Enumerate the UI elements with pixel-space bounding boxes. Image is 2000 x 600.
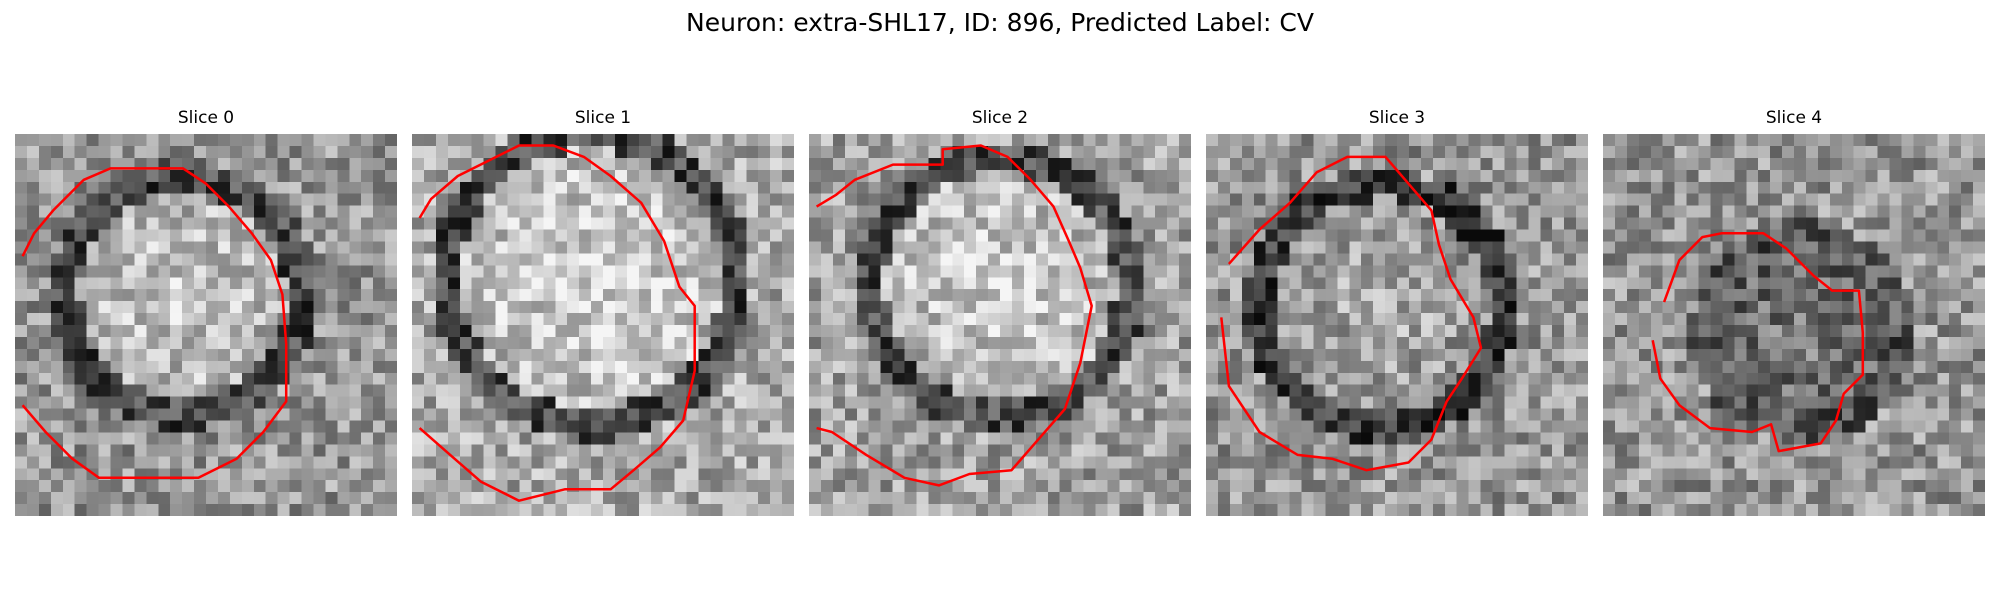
segmentation-contour [1651,232,1865,453]
slice-title-1: Slice 1 [574,108,632,128]
slice-panel-3: Slice 3 [1206,108,1588,516]
pixel-grid [1206,134,1588,516]
slice-title-2: Slice 2 [971,108,1029,128]
figure-title: Neuron: extra-SHL17, ID: 896, Predicted … [686,8,1314,37]
slice-image-3 [1206,134,1588,516]
slice-image-0 [15,134,397,516]
slice-panel-2: Slice 2 [809,108,1191,516]
slice-image-4 [1603,134,1985,516]
segmentation-contour [418,144,696,502]
segmentation-contour [21,167,288,480]
slice-image-1 [412,134,794,516]
slice-image-2 [809,134,1191,516]
slice-title-0: Slice 0 [177,108,235,128]
pixel-grid [412,134,794,516]
slice-panel-4: Slice 4 [1603,108,1985,516]
pixel-grid [15,134,397,516]
slice-panel-0: Slice 0 [15,108,397,516]
pixel-grid [1603,134,1985,516]
slice-panel-1: Slice 1 [412,108,794,516]
pixel-grid [809,134,1191,516]
segmentation-contour [815,144,1093,487]
slice-title-3: Slice 3 [1368,108,1426,128]
segmentation-contour [1220,155,1483,472]
slice-title-4: Slice 4 [1765,108,1823,128]
